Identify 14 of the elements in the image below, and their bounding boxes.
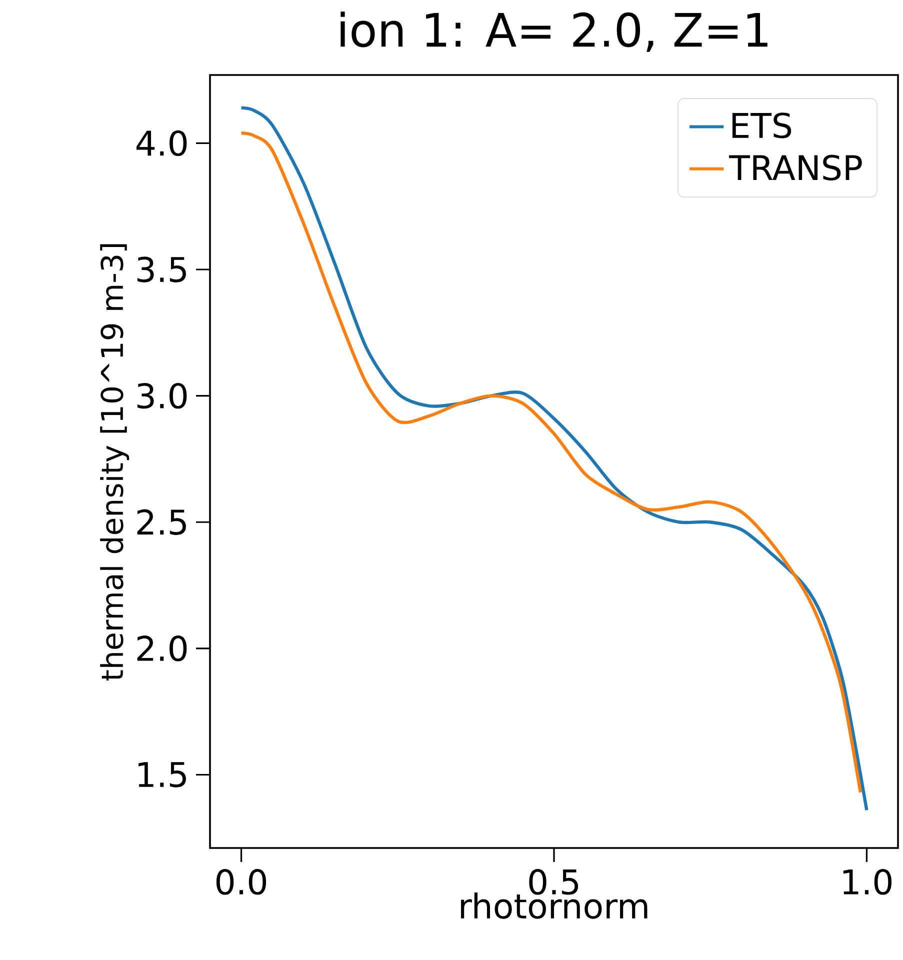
y-tick-label: 1.5	[138, 762, 186, 788]
y-tick-label: 2.5	[137, 509, 186, 535]
y-tick-label: 3.0	[137, 382, 187, 409]
y-tick-label: 3.5	[137, 256, 186, 282]
x-tick-label: 0.0	[216, 869, 266, 895]
legend-label: ETS	[732, 112, 792, 138]
chart-title: ion 1: A= 2.0, Z=1	[340, 12, 768, 52]
legend-label: TRANSP	[729, 154, 862, 181]
x-axis-title: rhotornorm	[461, 892, 648, 919]
x-tick-label: 1.0	[843, 869, 892, 895]
y-tick-label: 4.0	[136, 130, 187, 156]
y-axis-title: thermal density [10^19 m-3]	[100, 244, 130, 680]
y-tick-label: 2.0	[137, 636, 187, 662]
x-tick-label: 0.5	[529, 869, 578, 895]
